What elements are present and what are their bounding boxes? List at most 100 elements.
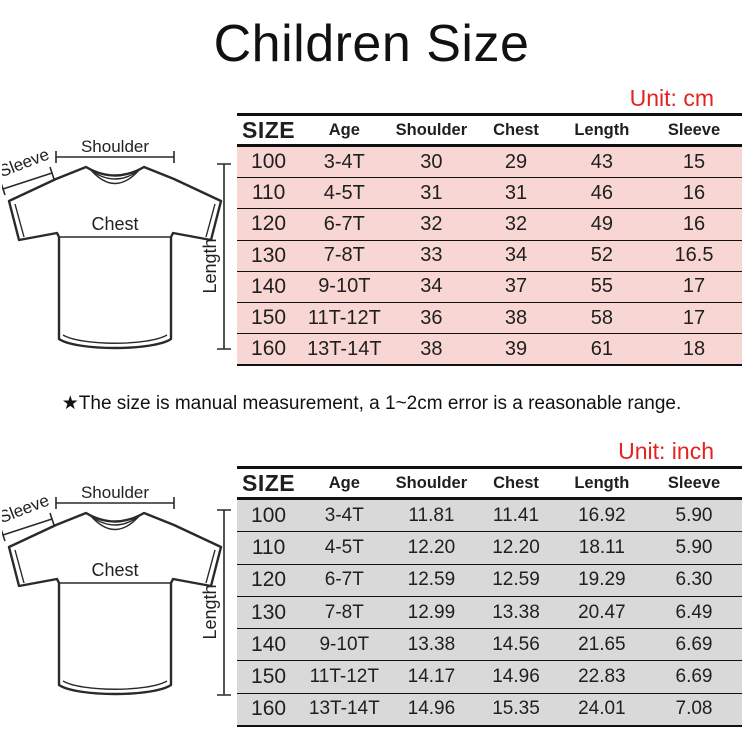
table-cell: 12.20 [407, 536, 456, 558]
table-cell: 19.29 [578, 569, 626, 591]
unit-label-inch: Unit: inch [618, 438, 714, 464]
table-cell: 11T-12T [309, 666, 379, 688]
table-cell: 13.38 [492, 601, 540, 623]
table-cell: 12.20 [492, 536, 540, 558]
table-cell: 13T-14T [308, 698, 380, 720]
table-row: 120 6-7T 12.59 12.59 19.29 6.30 [237, 564, 742, 597]
table-cell: 20.47 [578, 601, 626, 623]
table-cell: 21.65 [578, 633, 626, 655]
table-cell: 3-4T [323, 150, 365, 173]
col-header-length: Length [574, 120, 630, 139]
table-cell: 100 [251, 150, 287, 174]
chest-label: Chest [91, 214, 138, 234]
table-row: 120 6-7T 32 32 49 16 [237, 208, 742, 241]
table-cell: 34 [420, 275, 443, 298]
length-measure-line [217, 163, 231, 350]
tshirt-diagram-cm: Shoulder Chest Length Sleeve [2, 140, 231, 350]
table-cell: 6-7T [323, 212, 365, 235]
unit-label-cm: Unit: cm [629, 85, 714, 111]
table-header-row: SIZE Age Shoulder Chest Length Sleeve [237, 467, 742, 499]
sleeve-measure-line [2, 166, 55, 196]
table-cell: 17 [682, 275, 706, 298]
col-header-sleeve: Sleeve [667, 473, 721, 492]
table-cell: 32 [504, 212, 528, 235]
table-cell: 160 [251, 337, 287, 361]
length-label: Length [200, 584, 220, 639]
table-cell: 100 [251, 503, 287, 527]
table-cell: 6.69 [675, 633, 713, 655]
shoulder-measure-line [55, 497, 175, 509]
table-cell: 16.5 [674, 244, 714, 267]
table-cell: 5.90 [675, 536, 713, 558]
table-cell: 17 [682, 306, 706, 329]
table-cell: 11.41 [492, 504, 540, 526]
table-cell: 31 [504, 181, 528, 204]
measurement-note: ★The size is manual measurement, a 1~2cm… [0, 392, 743, 415]
table-cell: 140 [251, 274, 287, 298]
tshirt-outline-icon [7, 511, 223, 696]
table-cell: 5.90 [675, 504, 713, 526]
length-label: Length [200, 238, 220, 293]
table-cell: 15.35 [492, 698, 540, 720]
table-cell: 13T-14T [307, 337, 382, 360]
col-header-age: Age [328, 473, 360, 492]
table-cell: 110 [251, 535, 286, 559]
table-cell: 16 [682, 181, 706, 204]
table-cell: 34 [504, 244, 528, 267]
table-cell: 150 [251, 665, 287, 689]
size-table-cm: SIZE Age Shoulder Chest Length Sleeve 100 3-4T… [237, 113, 742, 366]
table-row: 100 3-4T 11.81 11.41 16.92 5.90 [237, 498, 742, 532]
chest-label: Chest [91, 560, 138, 580]
table-cell: 120 [251, 212, 287, 236]
col-header-age: Age [328, 120, 360, 139]
table-row: 130 7-8T 33 34 52 16.5 [237, 240, 742, 272]
table-cell: 110 [251, 181, 286, 205]
table-cell: 14.96 [492, 666, 540, 688]
table-cell: 38 [504, 306, 528, 329]
table-cell: 7.08 [675, 698, 713, 720]
col-header-shoulder: Shoulder [395, 473, 468, 492]
table-cell: 16.92 [578, 504, 626, 526]
table-cell: 130 [251, 600, 287, 624]
table-cell: 6.30 [675, 569, 713, 591]
table-cell: 49 [590, 212, 613, 235]
table-cell: 37 [504, 275, 528, 298]
table-cell: 4-5T [324, 536, 364, 558]
table-header-row: SIZE Age Shoulder Chest Length Sleeve [237, 114, 742, 146]
table-row: 140 9-10T 13.38 14.56 21.65 6.69 [237, 628, 742, 661]
sleeve-measure-line [2, 512, 55, 542]
table-cell: 43 [590, 150, 613, 173]
table-cell: 29 [504, 150, 528, 173]
table-cell: 160 [251, 697, 287, 721]
table-row: 160 13T-14T 38 39 61 18 [237, 333, 742, 366]
note-text: The size is manual measurement, a 1~2cm … [78, 393, 682, 414]
table-cell: 13.38 [407, 633, 456, 655]
tshirt-diagram-inch: Shoulder Chest Length Sleeve [2, 486, 231, 696]
table-row: 130 7-8T 12.99 13.38 20.47 6.49 [237, 596, 742, 629]
col-header-shoulder: Shoulder [395, 120, 468, 139]
table-cell: 15 [682, 150, 706, 173]
table-row: 110 4-5T 12.20 12.20 18.11 5.90 [237, 531, 742, 565]
table-cell: 39 [504, 337, 528, 360]
table-cell: 9-10T [319, 633, 370, 655]
table-cell: 130 [251, 243, 287, 267]
col-header-chest: Chest [493, 473, 539, 492]
table-row: 150 11T-12T 14.17 14.96 22.83 6.69 [237, 660, 742, 694]
table-cell: 24.01 [578, 698, 626, 720]
table-cell: 61 [590, 337, 613, 360]
table-cell: 9-10T [318, 275, 371, 298]
table-row: 140 9-10T 34 37 55 17 [237, 271, 742, 303]
table-cell: 32 [420, 212, 443, 235]
col-header-length: Length [574, 473, 630, 492]
table-cell: 38 [420, 337, 443, 360]
table-cell: 46 [590, 181, 613, 204]
table-cell: 14.56 [492, 633, 540, 655]
star-icon: ★ [61, 393, 79, 414]
table-cell: 3-4T [324, 504, 364, 526]
table-cell: 11.81 [408, 504, 455, 526]
table-cell: 12.59 [492, 569, 540, 591]
table-cell: 36 [420, 306, 443, 329]
table-cell: 12.99 [407, 601, 456, 623]
table-cell: 120 [251, 568, 287, 592]
